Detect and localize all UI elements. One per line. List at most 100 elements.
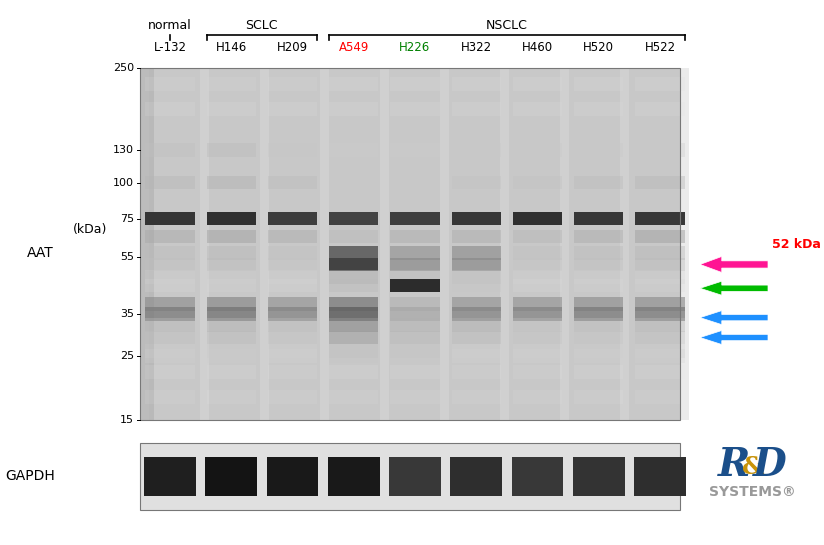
Bar (260, 68, 269, 420)
Bar (452, 278, 501, 292)
Bar (207, 307, 255, 321)
Bar (635, 390, 685, 404)
Text: H209: H209 (277, 41, 308, 54)
Bar (145, 176, 194, 190)
Bar (513, 349, 562, 363)
Bar (207, 344, 255, 358)
Bar (452, 229, 501, 244)
Bar (620, 68, 629, 420)
Bar (574, 365, 623, 379)
Bar (207, 365, 255, 379)
Bar (635, 102, 685, 116)
Bar (329, 270, 378, 284)
Bar (635, 278, 685, 292)
Bar (140, 68, 680, 420)
Bar (145, 318, 194, 332)
Bar (513, 102, 562, 116)
Bar (635, 246, 685, 260)
Bar (391, 212, 439, 226)
Bar (207, 270, 255, 284)
Bar (680, 68, 689, 420)
Bar (513, 258, 562, 271)
Text: 100: 100 (113, 178, 134, 187)
Bar (573, 457, 625, 496)
Bar (329, 229, 378, 244)
Bar (328, 457, 380, 496)
Text: (kDa): (kDa) (73, 222, 107, 235)
Bar (329, 349, 378, 363)
Bar (513, 270, 562, 284)
Bar (513, 143, 562, 156)
Bar (391, 258, 439, 271)
Bar (391, 365, 439, 379)
Text: H520: H520 (583, 41, 614, 54)
Bar (452, 365, 501, 379)
Bar (329, 102, 378, 116)
Bar (207, 278, 255, 292)
Text: H522: H522 (644, 41, 676, 54)
Bar (268, 318, 317, 332)
Bar (145, 331, 194, 344)
Bar (207, 77, 255, 91)
Bar (329, 258, 378, 271)
Bar (145, 344, 194, 358)
FancyArrow shape (700, 311, 768, 325)
Bar (268, 229, 317, 244)
Bar (268, 297, 317, 311)
Bar (574, 390, 623, 404)
Text: 75: 75 (119, 214, 134, 223)
Text: SCLC: SCLC (246, 19, 279, 32)
Bar (513, 318, 562, 332)
Text: L-132: L-132 (153, 41, 186, 54)
Bar (635, 297, 685, 311)
Text: 25: 25 (119, 351, 134, 361)
Bar (391, 102, 439, 116)
Bar (391, 344, 439, 358)
Text: 130: 130 (113, 145, 134, 155)
Bar (145, 246, 194, 260)
Bar (513, 307, 562, 321)
Bar (207, 102, 255, 116)
Text: 250: 250 (113, 63, 134, 73)
Bar (451, 457, 502, 496)
Bar (140, 443, 680, 510)
Bar (207, 229, 255, 244)
Bar (207, 349, 255, 363)
Bar (574, 143, 623, 156)
Bar (329, 344, 378, 358)
Text: 35: 35 (120, 309, 134, 319)
Bar (268, 258, 317, 271)
Bar (440, 68, 449, 420)
Bar (329, 143, 378, 156)
Bar (635, 212, 685, 226)
Text: &: & (742, 456, 765, 480)
Bar (635, 143, 685, 156)
FancyArrow shape (700, 281, 768, 295)
Bar (512, 457, 564, 496)
Bar (380, 68, 389, 420)
Bar (145, 365, 194, 379)
Bar (140, 68, 680, 420)
Bar (635, 258, 685, 271)
Bar (452, 344, 501, 358)
Bar (391, 176, 439, 190)
Bar (574, 176, 623, 190)
Bar (452, 77, 501, 91)
Bar (268, 278, 317, 292)
Bar (574, 349, 623, 363)
Bar (145, 143, 194, 156)
Bar (389, 457, 441, 496)
Bar (207, 258, 255, 271)
Bar (452, 102, 501, 116)
FancyArrow shape (700, 330, 768, 344)
Bar (635, 331, 685, 344)
Bar (574, 212, 623, 226)
Bar (635, 270, 685, 284)
Bar (268, 331, 317, 344)
Bar (452, 318, 501, 332)
Bar (329, 365, 378, 379)
Bar (329, 331, 378, 344)
Text: R: R (718, 446, 750, 485)
Bar (513, 344, 562, 358)
Bar (145, 297, 194, 311)
